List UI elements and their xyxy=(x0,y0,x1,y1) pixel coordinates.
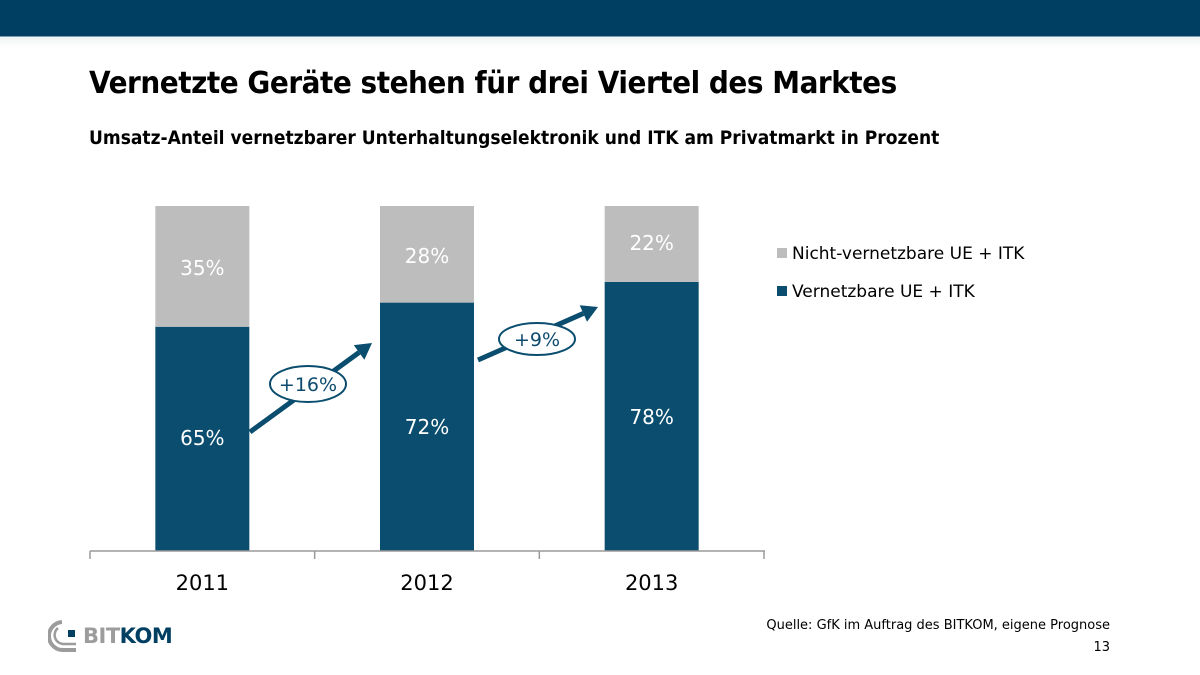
bar-segment-2013-networked xyxy=(604,281,699,551)
bar-segment-2012-non-networked xyxy=(380,206,474,303)
bar-segment-2011-non-networked xyxy=(155,206,250,327)
growth-badge xyxy=(498,322,576,356)
legend-item: Nicht-vernetzbare UE + ITK xyxy=(777,244,1025,264)
bitkom-logo: BITKOM xyxy=(46,618,198,658)
bar-segment-2012-networked xyxy=(380,302,474,551)
logo-wordmark: BITKOM xyxy=(83,624,173,648)
data-label-2011-non-networked: 35% xyxy=(180,256,224,280)
page-title: Vernetzte Geräte stehen für drei Viertel… xyxy=(89,66,897,101)
arrow-head-icon xyxy=(353,343,372,360)
data-label-2012-non-networked: 28% xyxy=(405,244,449,268)
logo-text-kom: KOM xyxy=(119,624,173,648)
header-bar xyxy=(0,0,1200,37)
legend-item: Vernetzbare UE + ITK xyxy=(777,282,976,302)
growth-label: +16% xyxy=(279,374,337,396)
x-tick-label-2012: 2012 xyxy=(400,571,453,595)
page-subtitle: Umsatz-Anteil vernetzbarer Unterhaltungs… xyxy=(89,127,940,149)
legend-swatch xyxy=(777,286,787,296)
source-note: Quelle: GfK im Auftrag des BITKOM, eigen… xyxy=(766,618,1110,633)
data-label-2012-networked: 72% xyxy=(405,415,449,439)
x-axis: 2011 2012 2013 xyxy=(89,550,765,595)
bar-segment-2013-non-networked xyxy=(604,206,699,282)
growth-label: +9% xyxy=(514,329,560,351)
data-label-2011-networked: 65% xyxy=(180,426,224,450)
legend-label: Vernetzbare UE + ITK xyxy=(792,282,976,302)
growth-badge xyxy=(269,365,347,403)
logo-swoosh-icon xyxy=(46,620,76,653)
legend: Nicht-vernetzbare UE + ITK Vernetzbare UE… xyxy=(777,244,1025,302)
header-bar-shadow xyxy=(0,37,1200,47)
data-label-2013-non-networked: 22% xyxy=(629,231,673,255)
legend-label: Nicht-vernetzbare UE + ITK xyxy=(792,244,1025,264)
data-label-2013-networked: 78% xyxy=(629,405,673,429)
arrow-head-icon xyxy=(579,305,598,322)
x-tick-label-2011: 2011 xyxy=(176,571,229,595)
growth-annotation-2011-2012: +16% xyxy=(248,343,372,435)
logo-text-bit: BIT xyxy=(83,624,120,648)
x-tick-label-2013: 2013 xyxy=(625,571,678,595)
bar-segment-2011-networked xyxy=(155,326,250,551)
page-number: 13 xyxy=(1093,640,1110,655)
bars-group: 65% 72% 78% 35% 28% 22% xyxy=(155,206,699,551)
legend-swatch xyxy=(777,248,787,258)
growth-arrows: +16% +9% xyxy=(248,305,598,435)
growth-annotation-2012-2013: +9% xyxy=(476,305,598,363)
